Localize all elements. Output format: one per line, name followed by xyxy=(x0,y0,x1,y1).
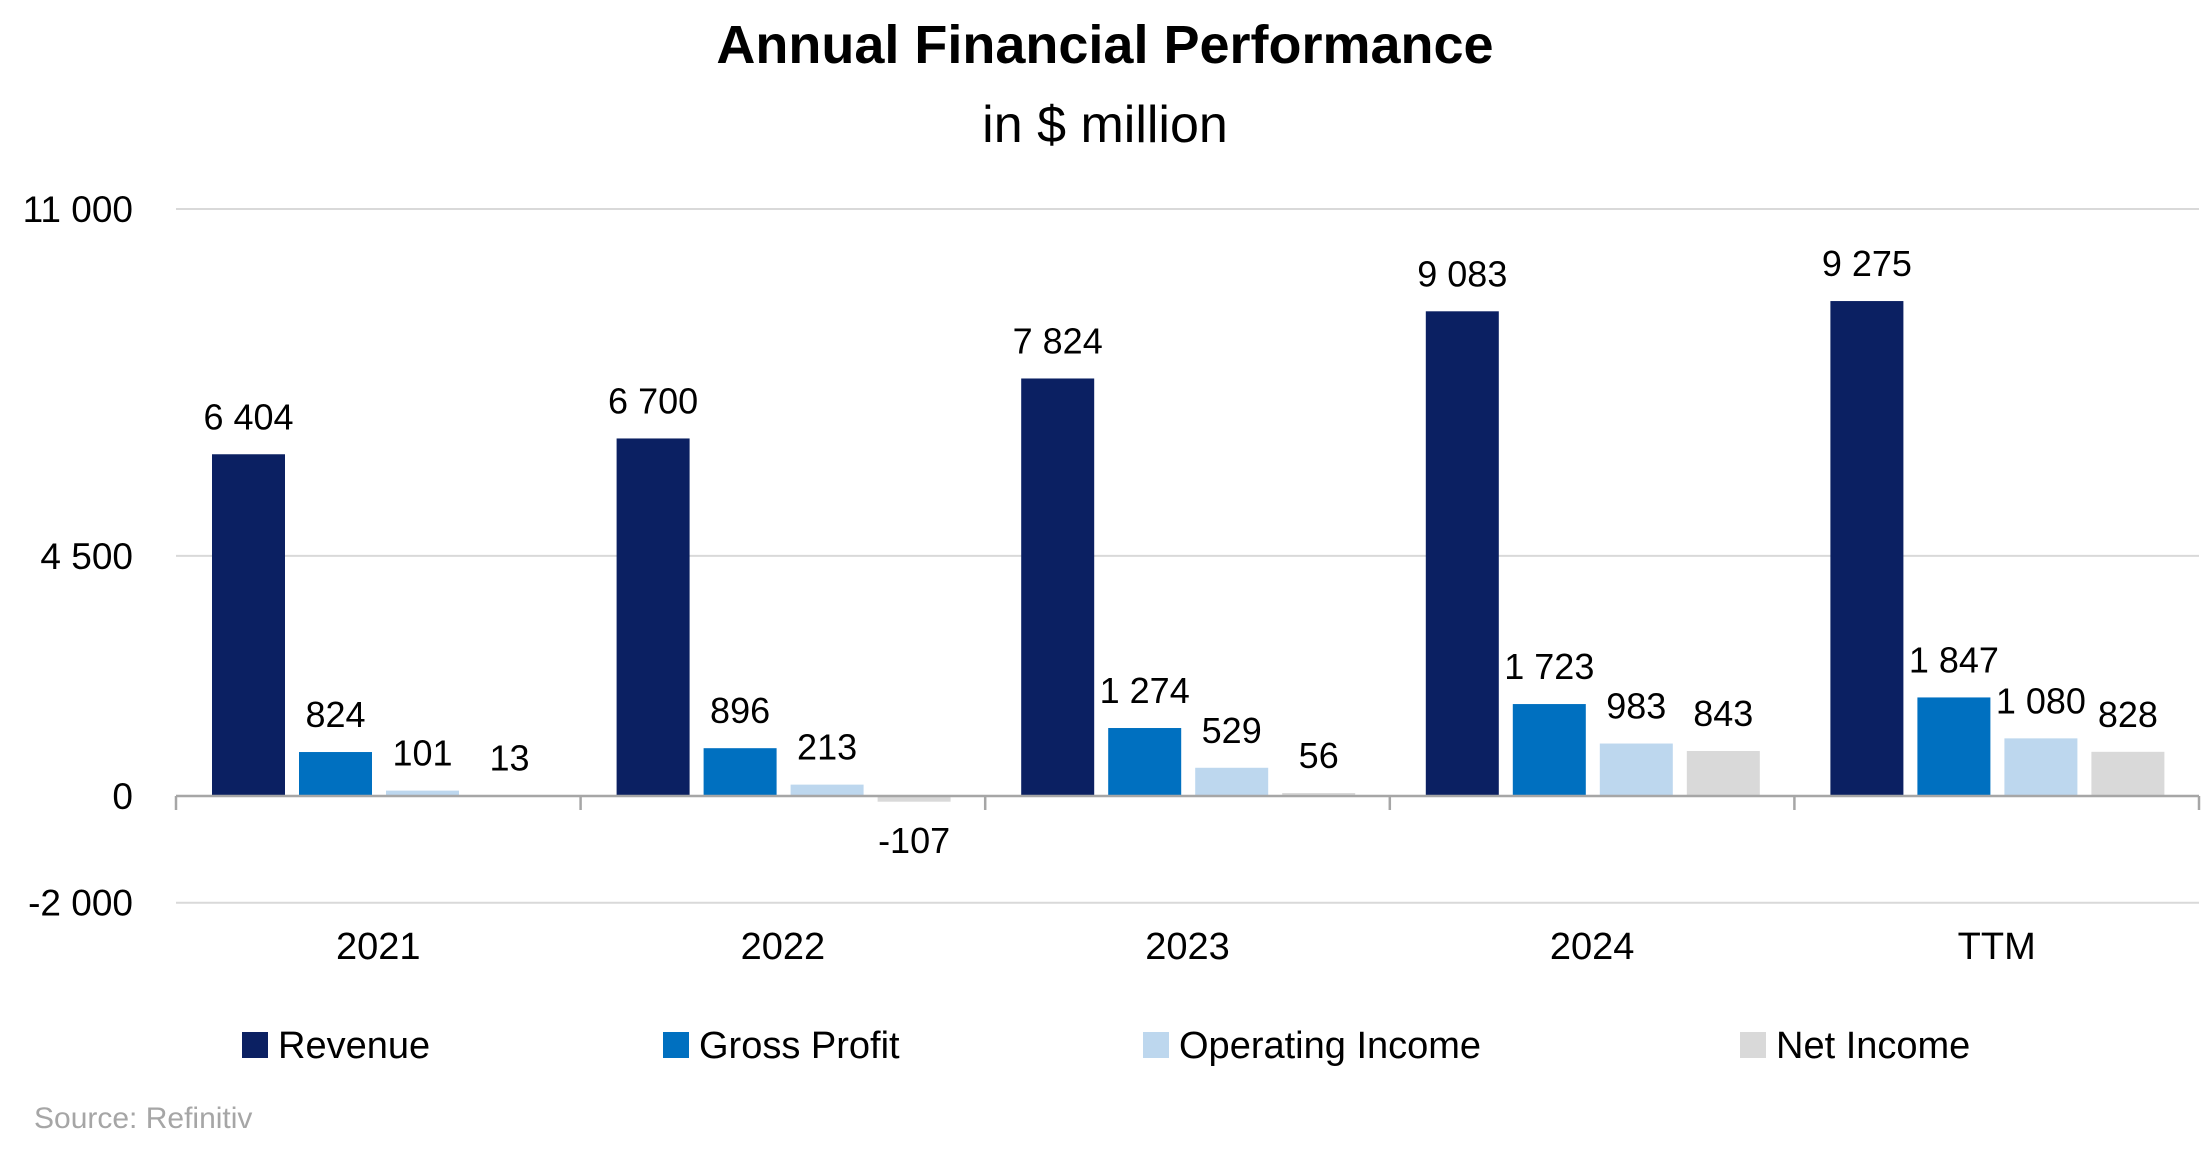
data-label: 6 700 xyxy=(608,380,698,421)
bar-gross-profit xyxy=(299,752,372,796)
bar-operating-income xyxy=(386,790,459,796)
bar-operating-income xyxy=(1599,743,1673,796)
bar-revenue xyxy=(1830,301,1904,796)
x-axis-ticks: 2021 2022 2023 2024 TTM xyxy=(336,926,2036,968)
bar-revenue xyxy=(616,438,690,796)
bar-net-income xyxy=(2091,751,2165,796)
bar-revenue xyxy=(1021,378,1095,796)
bar-operating-income xyxy=(790,784,864,796)
data-label: 983 xyxy=(1606,686,1666,727)
source-note: Source: Refinitiv xyxy=(34,1102,252,1135)
bar-gross-profit xyxy=(1512,704,1586,796)
legend: Revenue Gross Profit Operating Income Net I… xyxy=(242,1025,1970,1067)
data-label: 7 824 xyxy=(1013,320,1103,361)
x-axis xyxy=(174,794,2201,810)
bar-gross-profit xyxy=(1917,697,1991,796)
data-label: 6 404 xyxy=(203,396,293,437)
x-tick-label: 2023 xyxy=(1145,926,1230,968)
legend-swatch-operating-income xyxy=(1143,1032,1169,1058)
x-tick-label: 2021 xyxy=(336,926,421,968)
x-tick-label: 2022 xyxy=(741,926,826,968)
legend-swatch-net-income xyxy=(1740,1032,1766,1058)
data-label: 896 xyxy=(710,690,770,731)
bar-net-income xyxy=(877,796,951,802)
data-label: 9 083 xyxy=(1417,253,1507,294)
bar-gross-profit xyxy=(1108,728,1182,796)
data-label: 1 080 xyxy=(1996,680,2086,721)
y-tick-label: -2 000 xyxy=(28,883,133,924)
bar-operating-income xyxy=(2004,738,2078,796)
bar-net-income xyxy=(1282,793,1356,796)
chart-subtitle: in $ million xyxy=(982,96,1228,154)
y-tick-label: 0 xyxy=(112,776,133,817)
legend-label-gross-profit: Gross Profit xyxy=(699,1025,900,1067)
data-label: 56 xyxy=(1299,735,1339,776)
y-axis-ticks: 11 000 4 500 0 -2 000 xyxy=(23,189,133,924)
bar-revenue xyxy=(1425,311,1499,796)
bar-gross-profit xyxy=(703,748,777,796)
data-label: 9 275 xyxy=(1822,243,1912,284)
y-tick-label: 11 000 xyxy=(23,189,133,230)
legend-swatch-gross-profit xyxy=(663,1032,689,1058)
legend-label-net-income: Net Income xyxy=(1776,1025,1970,1067)
data-label: 828 xyxy=(2098,694,2158,735)
legend-label-revenue: Revenue xyxy=(278,1025,430,1067)
chart-title: Annual Financial Performance xyxy=(716,15,1493,75)
data-label: 843 xyxy=(1693,693,1753,734)
data-label: 101 xyxy=(392,733,452,774)
legend-swatch-revenue xyxy=(242,1032,268,1058)
bars xyxy=(212,301,2165,802)
data-label: -107 xyxy=(878,820,950,861)
bar-operating-income xyxy=(1195,767,1269,796)
bar-net-income xyxy=(1686,751,1760,796)
data-labels: 6 404 6 700 7 824 9 083 9 275 824 896 1 274 1 72… xyxy=(203,243,2157,861)
data-label: 529 xyxy=(1202,710,1262,751)
data-label: 1 723 xyxy=(1504,646,1594,687)
bar-revenue xyxy=(212,454,285,796)
legend-label-operating-income: Operating Income xyxy=(1179,1025,1481,1067)
data-label: 1 847 xyxy=(1909,639,1999,680)
x-tick-label: TTM xyxy=(1958,926,2036,968)
y-tick-label: 4 500 xyxy=(40,536,133,577)
x-tick-label: 2024 xyxy=(1550,926,1635,968)
data-label: 824 xyxy=(305,694,365,735)
data-label: 1 274 xyxy=(1100,670,1190,711)
data-label: 213 xyxy=(797,727,857,768)
data-label: 13 xyxy=(489,737,529,778)
